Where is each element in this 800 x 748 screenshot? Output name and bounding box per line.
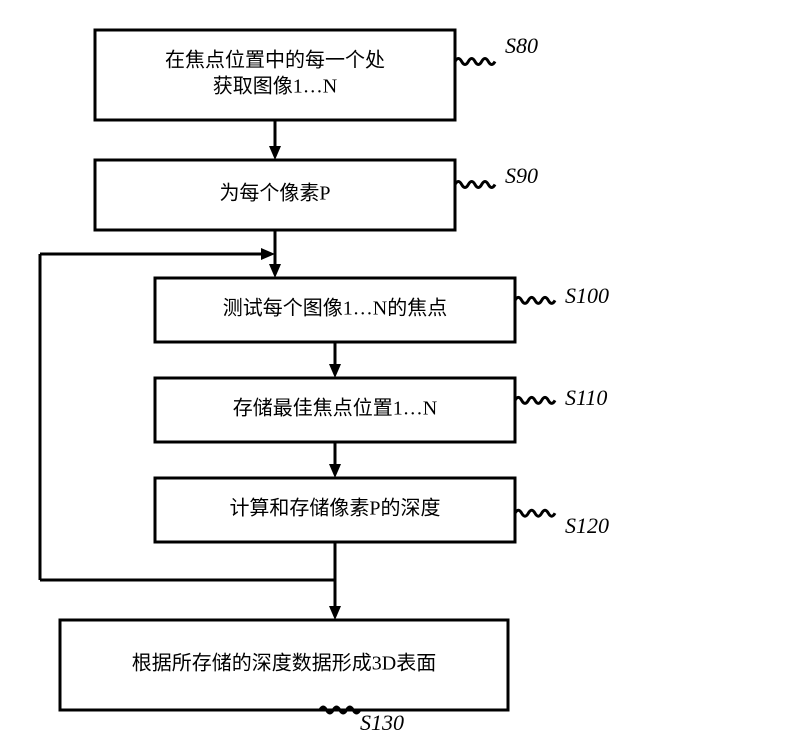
step-label-s100: S100 xyxy=(565,283,609,308)
node-s110: 存储最佳焦点位置1…N S110 xyxy=(155,378,607,442)
squiggle-s110 xyxy=(515,397,555,403)
node-s90: 为每个像素P S90 xyxy=(95,160,538,230)
squiggle-s90 xyxy=(455,182,495,188)
node-text-s80-line0: 在焦点位置中的每一个处 xyxy=(165,49,385,72)
step-label-s110: S110 xyxy=(565,385,607,410)
squiggle-s80 xyxy=(455,59,495,65)
node-s100: 测试每个图像1…N的焦点 S100 xyxy=(155,278,609,342)
step-label-s90: S90 xyxy=(505,163,538,188)
step-label-s80: S80 xyxy=(505,33,538,58)
squiggle-s100 xyxy=(515,297,555,303)
node-text-s80-line1: 获取图像1…N xyxy=(213,75,337,98)
node-text-s120-line0: 计算和存储像素P的深度 xyxy=(229,497,440,520)
node-text-s100-line0: 测试每个图像1…N的焦点 xyxy=(223,297,447,320)
node-s130: 根据所存储的深度数据形成3D表面 S130 xyxy=(60,620,508,735)
node-s80: 在焦点位置中的每一个处获取图像1…N S80 xyxy=(95,30,538,120)
node-text-s110-line0: 存储最佳焦点位置1…N xyxy=(233,397,437,420)
step-label-s120: S120 xyxy=(565,513,609,538)
node-text-s90-line0: 为每个像素P xyxy=(219,182,330,205)
squiggle-s120 xyxy=(515,510,555,516)
node-s120: 计算和存储像素P的深度 S120 xyxy=(155,478,609,542)
node-text-s130-line0: 根据所存储的深度数据形成3D表面 xyxy=(132,652,436,675)
step-label-s130: S130 xyxy=(360,710,404,735)
